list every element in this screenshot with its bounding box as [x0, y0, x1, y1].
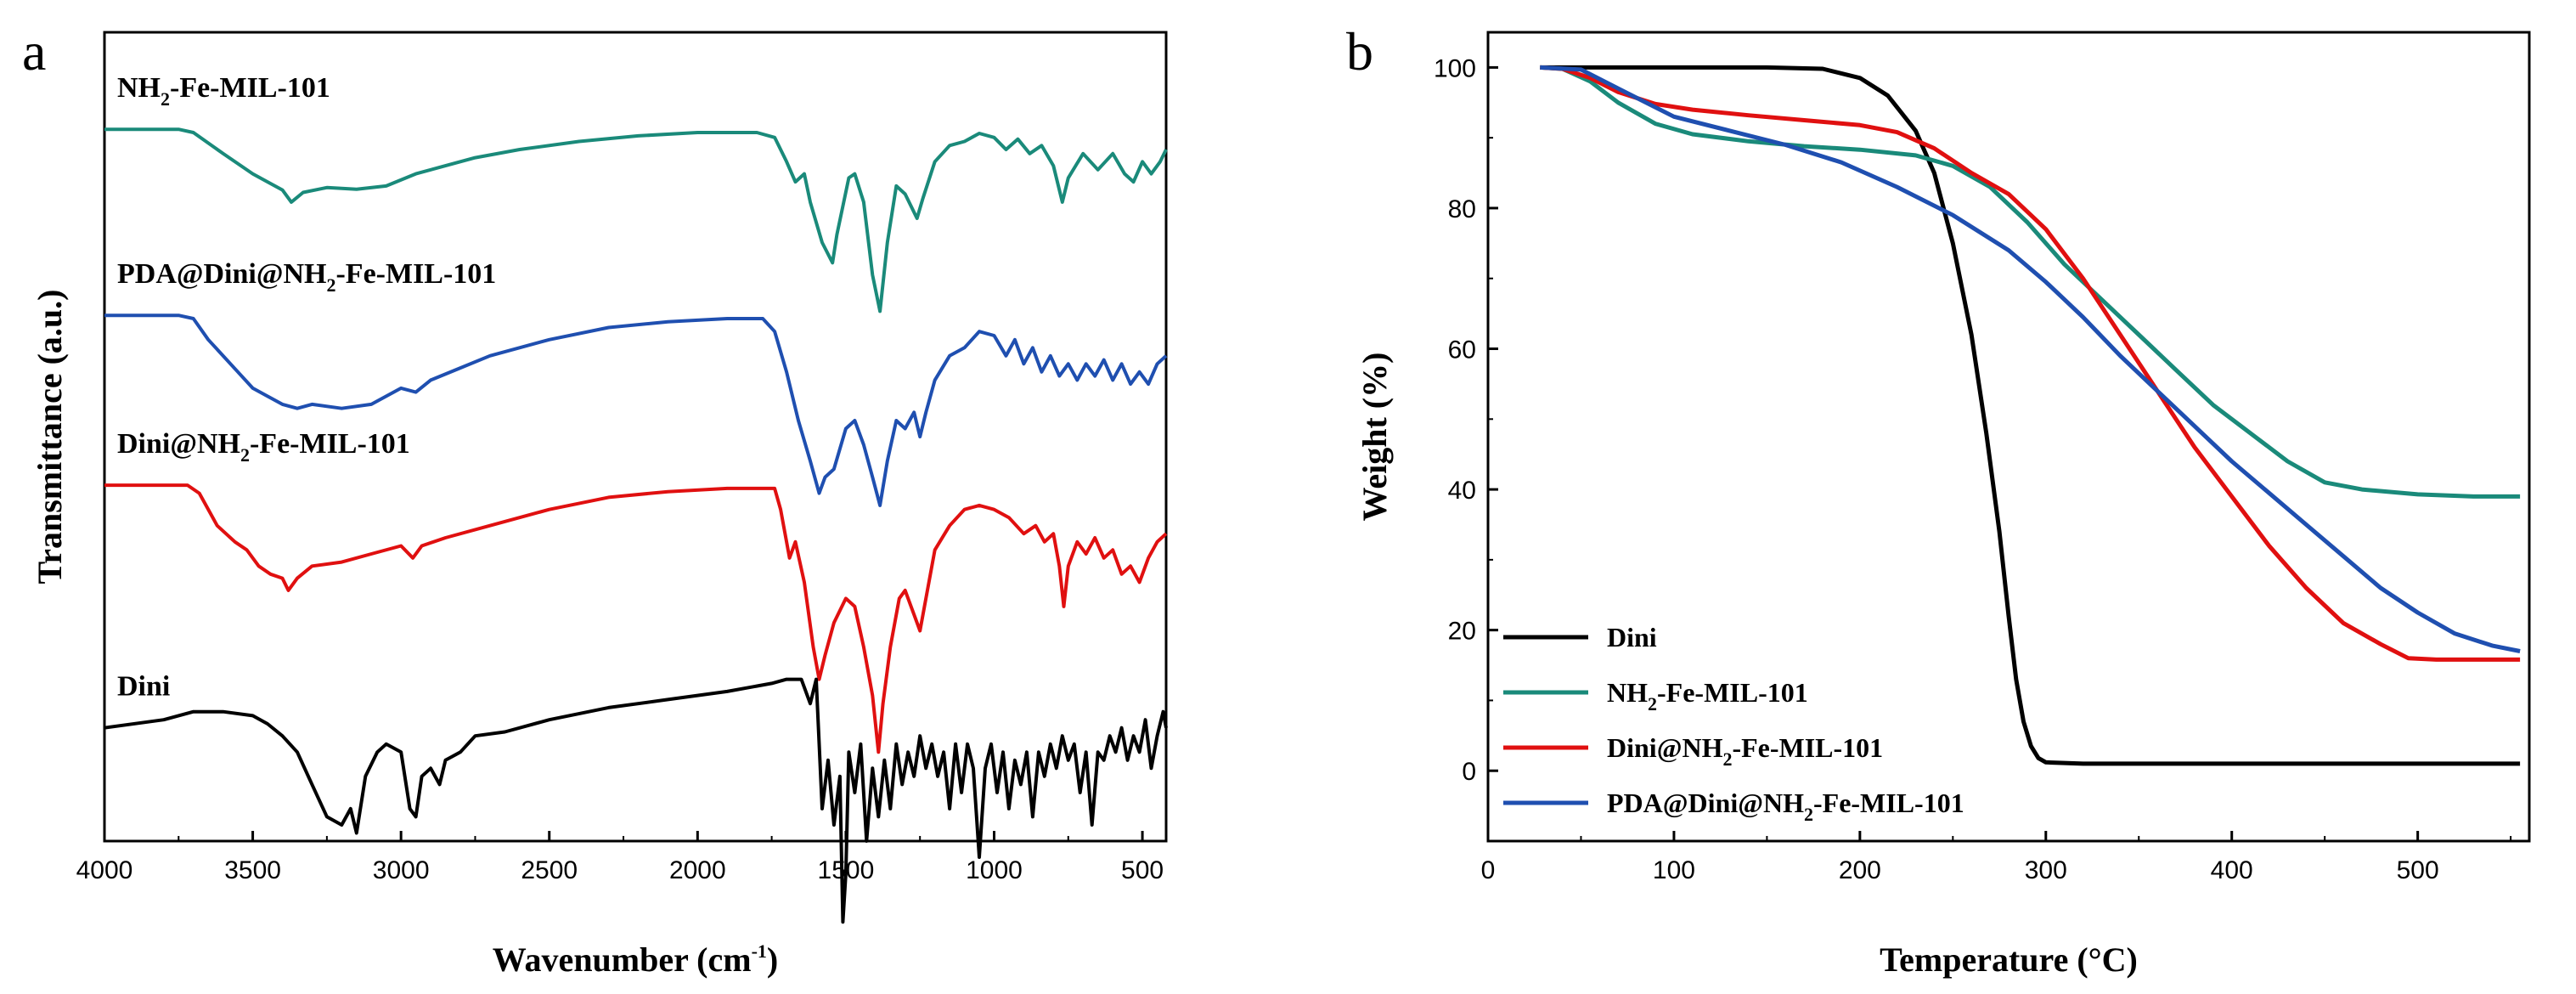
tga-y-tick-label: 100	[1434, 54, 1476, 82]
ftir-y-axis-title: Transmittance (a.u.)	[31, 290, 69, 585]
ftir-x-tick-label: 3000	[373, 856, 430, 884]
tga-x-axis-title: Temperature (°C)	[1880, 940, 2138, 979]
tga-x-tick-label: 0	[1481, 856, 1496, 884]
tga-legend-label-dini-nh2-fe-mil-101: Dini@NH2-Fe-MIL-101	[1607, 732, 1883, 770]
ftir-series-label-dini: Dini	[117, 671, 170, 703]
tga-series-dini	[1540, 65, 2521, 766]
ftir-spectra	[104, 127, 1168, 924]
tga-series-pda-dini-nh2-fe-mil-101	[1540, 65, 2521, 653]
tga-x-tick-label: 300	[2025, 856, 2067, 884]
ftir-x-tick-label: 4000	[76, 856, 133, 884]
tga-y-tick-label: 60	[1448, 336, 1476, 364]
ftir-x-tick-label: 2500	[521, 856, 578, 884]
ftir-plot-frame	[103, 31, 1168, 843]
ftir-x-tick-label: 1500	[818, 856, 875, 884]
ftir-series-label-nh2-fe-mil-101: NH2-Fe-MIL-101	[117, 72, 330, 110]
tga-plot-frame	[1486, 31, 2531, 843]
tga-legend-label-dini: Dini	[1607, 622, 1657, 652]
tga-legend: Dini NH2-Fe-MIL-101 Dini@NH2-Fe-MIL-101 PDA…	[1503, 622, 1964, 825]
tga-curves	[1540, 65, 2521, 766]
panel-letter-a: a	[22, 21, 46, 82]
tga-legend-label-pda-dini-nh2-fe-mil-101: PDA@Dini@NH2-Fe-MIL-101	[1607, 788, 1964, 825]
ftir-x-axis-title-end: )	[767, 940, 778, 979]
ftir-series-label-pda-dini-nh2-fe-mil-101: PDA@Dini@NH2-Fe-MIL-101	[117, 258, 496, 296]
tga-y-axis-title: Weight (%)	[1356, 353, 1394, 522]
tga-y-tick-label: 40	[1448, 477, 1476, 505]
tga-series-dini-nh2-fe-mil-101	[1540, 65, 2521, 662]
tga-x-tick-label: 500	[2397, 856, 2439, 884]
tga-y-tick-label: 0	[1462, 758, 1476, 786]
ftir-x-axis-title-main: Wavenumber (cm	[493, 940, 752, 979]
tga-y-ticks: 0 20 40 60 80 100	[1434, 54, 1498, 842]
ftir-series-pda-dini-nh2-fe-mil-101	[104, 313, 1168, 507]
ftir-x-tick-label: 2000	[669, 856, 726, 884]
ftir-x-tick-label: 3500	[224, 856, 281, 884]
tga-x-tick-label: 400	[2211, 856, 2253, 884]
tga-panel: b 0 100 200 300 400 500 0 20 40 60 80 100 Dini NH2-…	[1346, 21, 2531, 979]
tga-y-tick-label: 80	[1448, 195, 1476, 223]
ftir-x-axis-title-superscript: -1	[752, 940, 767, 962]
ftir-x-axis-title: Wavenumber (cm-1)	[493, 940, 778, 979]
ftir-panel: a 4000 3500 3000 2500 2000 1500 1000 500 NH2-Fe…	[22, 21, 1168, 979]
ftir-series-nh2-fe-mil-101	[104, 127, 1168, 313]
ftir-x-tick-label: 500	[1121, 856, 1164, 884]
tga-x-ticks: 0 100 200 300 400 500	[1481, 831, 2512, 884]
tga-y-tick-label: 20	[1448, 618, 1476, 646]
ftir-series-labels: NH2-Fe-MIL-101 PDA@Dini@NH2-Fe-MIL-101 Din…	[117, 72, 496, 702]
tga-x-tick-label: 200	[1839, 856, 1881, 884]
panel-letter-b: b	[1346, 21, 1373, 82]
ftir-series-label-dini-nh2-fe-mil-101: Dini@NH2-Fe-MIL-101	[117, 428, 410, 466]
ftir-x-ticks: 4000 3500 3000 2500 2000 1500 1000 500	[76, 831, 1164, 884]
ftir-series-dini	[104, 677, 1168, 924]
tga-x-tick-label: 100	[1653, 856, 1695, 884]
tga-series-nh2-fe-mil-101	[1540, 65, 2521, 499]
ftir-x-tick-label: 1000	[966, 856, 1023, 884]
ftir-series-dini-nh2-fe-mil-101	[104, 483, 1168, 754]
tga-legend-label-nh2-fe-mil-101: NH2-Fe-MIL-101	[1607, 677, 1808, 714]
